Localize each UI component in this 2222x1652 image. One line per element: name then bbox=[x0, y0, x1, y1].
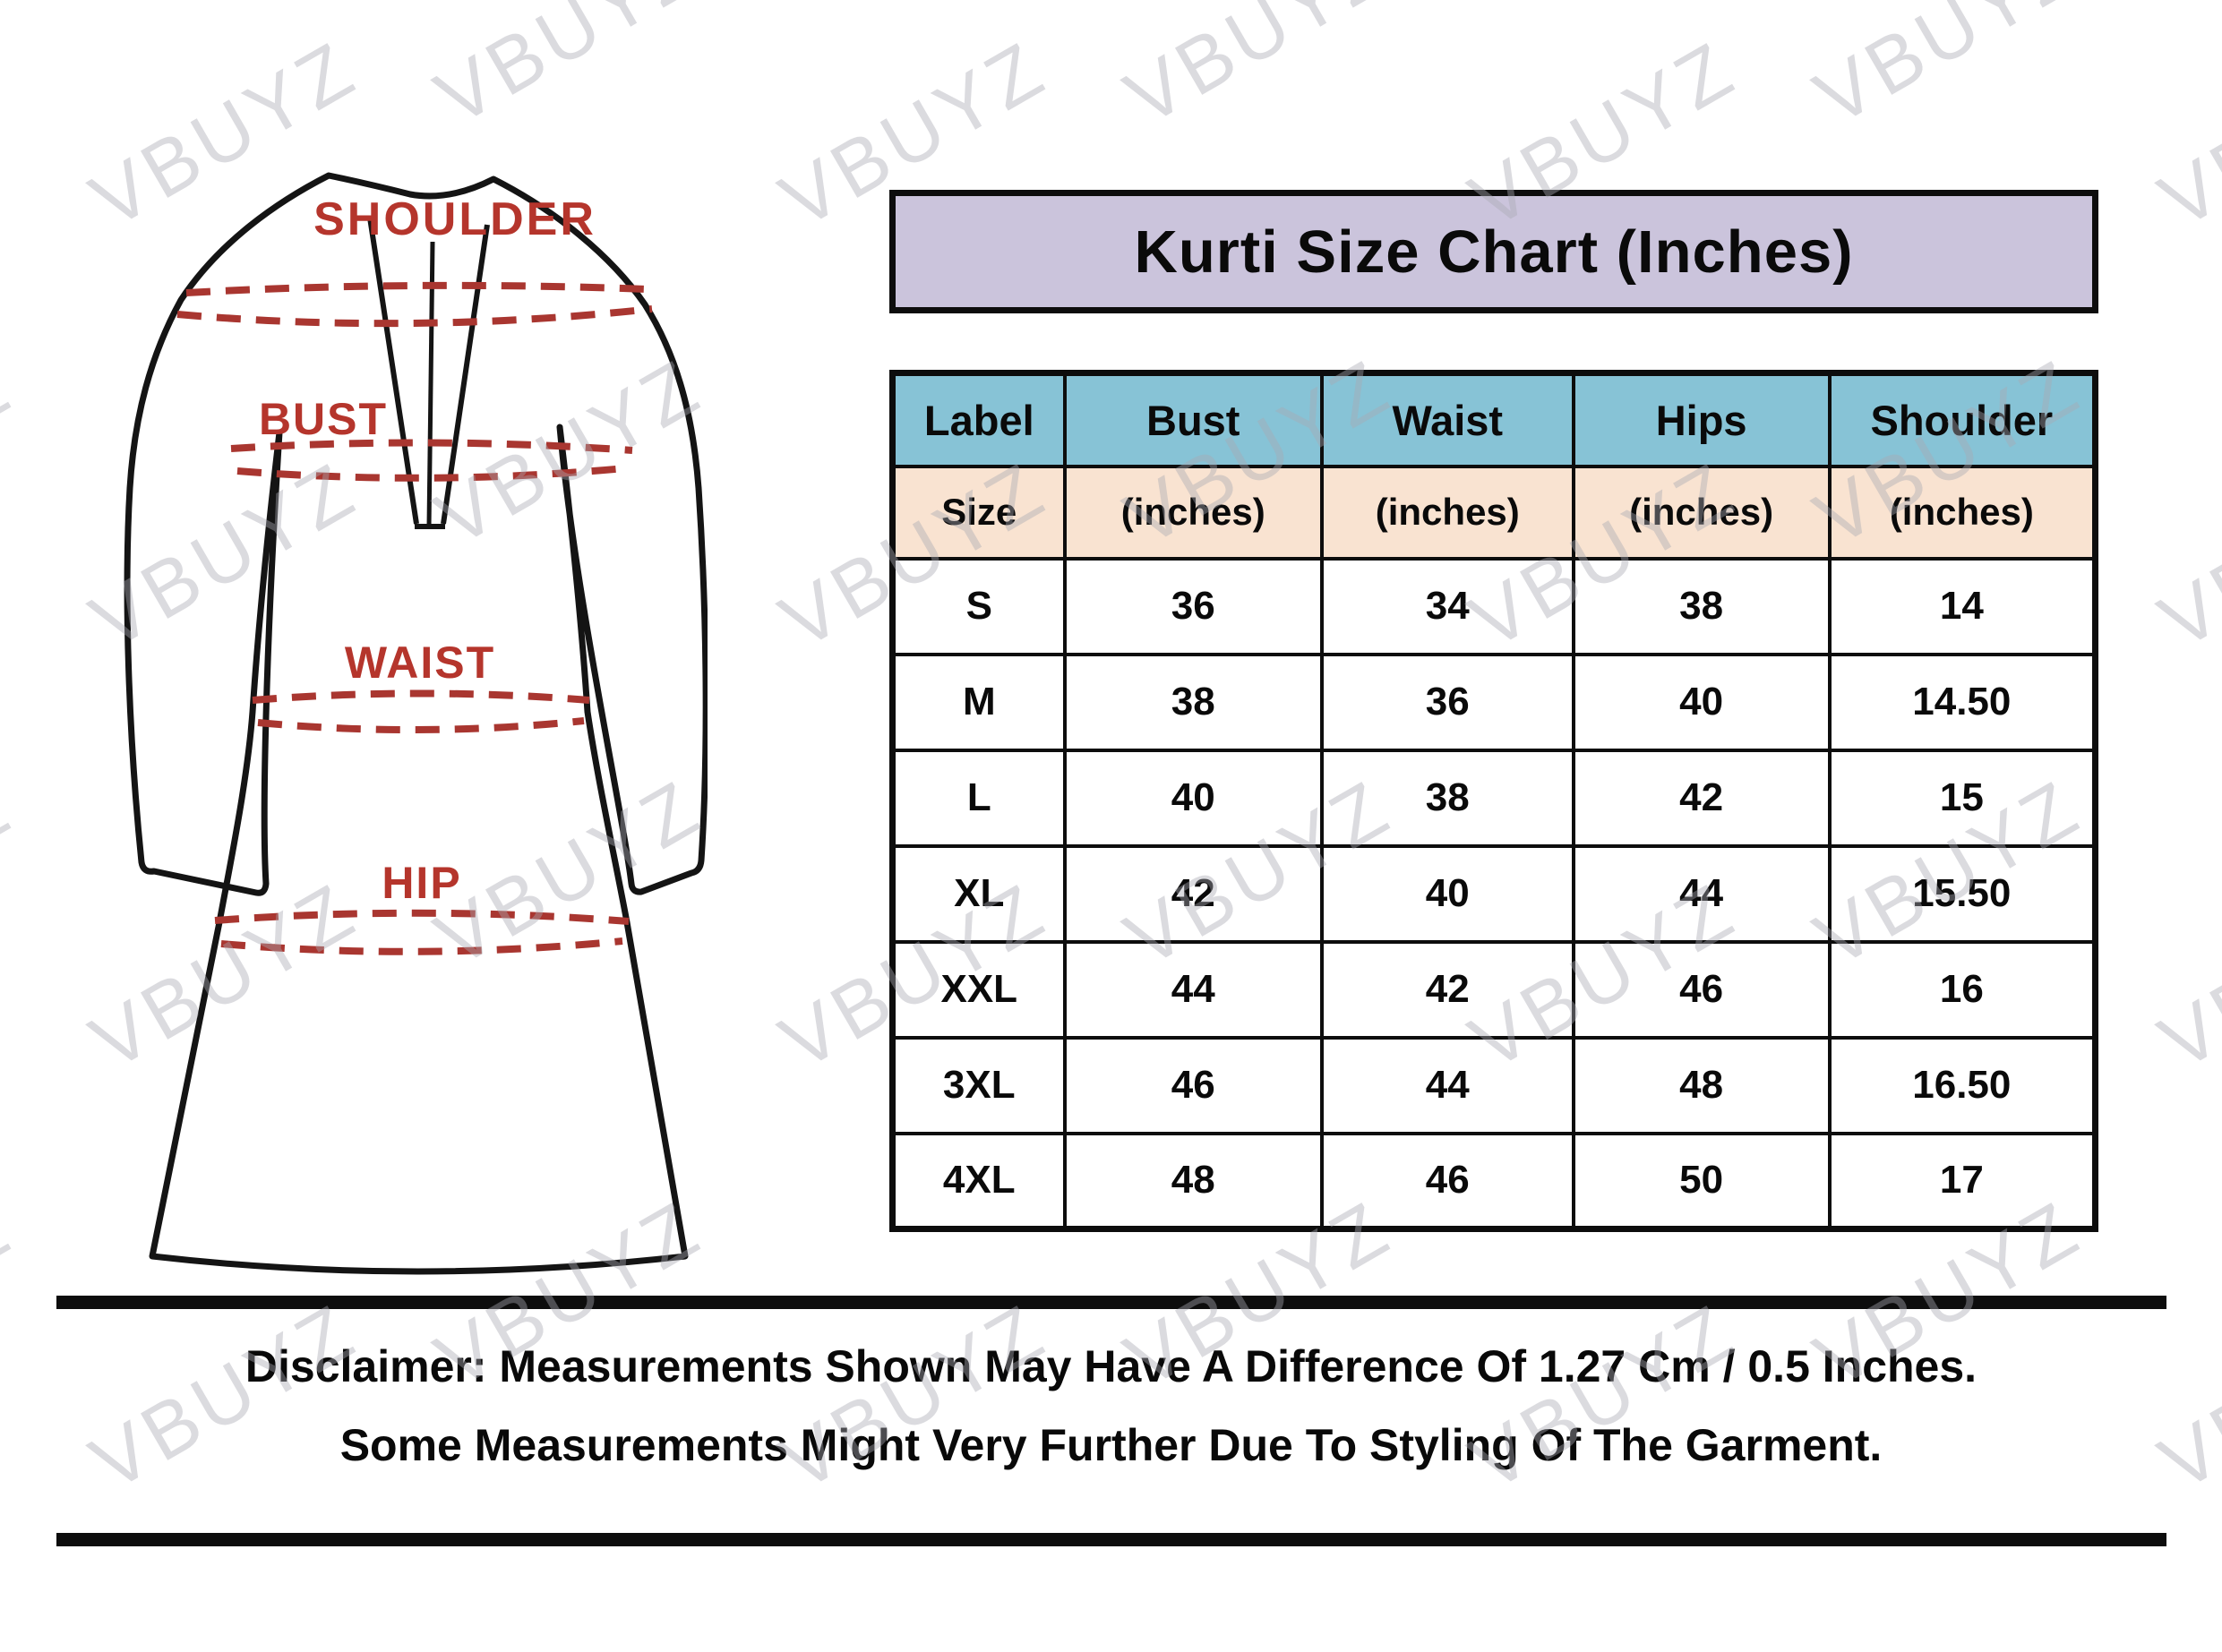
table-row: XXL 44 42 46 16 bbox=[890, 939, 2098, 1040]
shoulder-measure-line bbox=[185, 281, 648, 296]
measurement-cell: 38 bbox=[1319, 748, 1575, 848]
subheader-cell-size: Size bbox=[890, 464, 1067, 561]
measurement-cell: 16.50 bbox=[1827, 1035, 2098, 1135]
bust-measure-line bbox=[236, 465, 626, 482]
measurement-cell: 40 bbox=[1062, 748, 1324, 848]
size-label-cell: 3XL bbox=[890, 1035, 1067, 1135]
table-row: XL 42 40 44 15.50 bbox=[890, 843, 2098, 944]
watermark-text: VBUYZ bbox=[1799, 0, 2096, 142]
hip-measure-line bbox=[220, 937, 623, 955]
size-label-cell: XL bbox=[890, 843, 1067, 944]
watermark-text: VBUYZ bbox=[2144, 443, 2222, 666]
watermark-text: VBUYZ bbox=[1110, 0, 1406, 142]
table-row: L 40 38 42 15 bbox=[890, 748, 2098, 848]
measurement-cell: 42 bbox=[1571, 748, 1832, 848]
header-cell-waist: Waist bbox=[1319, 371, 1575, 468]
table-subheader-row: Size (inches) (inches) (inches) (inches) bbox=[890, 464, 2098, 561]
disclaimer-text: Disclaimer: Measurements Shown May Have … bbox=[0, 1327, 2222, 1485]
waist-measure-line bbox=[257, 717, 585, 734]
measurement-cell: 42 bbox=[1062, 843, 1324, 944]
size-label-cell: S bbox=[890, 556, 1067, 656]
watermark-text: VBUYZ bbox=[2144, 22, 2222, 245]
measurement-cell: 34 bbox=[1319, 556, 1575, 656]
neck-placket-left-line bbox=[367, 217, 419, 525]
subheader-cell-inches: (inches) bbox=[1062, 464, 1324, 561]
header-cell-hips: Hips bbox=[1571, 371, 1832, 468]
measurement-cell: 40 bbox=[1319, 843, 1575, 944]
neck-placket-right-line bbox=[441, 224, 490, 525]
size-table: Label Bust Waist Hips Shoulder Size (inc… bbox=[889, 370, 2098, 1232]
size-label-cell: L bbox=[890, 748, 1067, 848]
header-cell-label: Label bbox=[890, 371, 1067, 468]
size-table-body: Label Bust Waist Hips Shoulder Size (inc… bbox=[890, 371, 2098, 1231]
chart-title: Kurti Size Chart (Inches) bbox=[1134, 218, 1854, 286]
subheader-cell-inches: (inches) bbox=[1827, 464, 2098, 561]
bottom-divider-line bbox=[56, 1533, 2166, 1546]
measurement-cell: 44 bbox=[1319, 1035, 1575, 1135]
table-header-row: Label Bust Waist Hips Shoulder bbox=[890, 371, 2098, 468]
bust-measure-line bbox=[230, 439, 633, 454]
shoulder-label: SHOULDER bbox=[313, 193, 596, 245]
measurement-cell: 36 bbox=[1319, 652, 1575, 752]
measurement-cell: 15.50 bbox=[1827, 843, 2098, 944]
table-row: 3XL 46 44 48 16.50 bbox=[890, 1035, 2098, 1135]
measurement-cell: 14 bbox=[1827, 556, 2098, 656]
measurement-cell: 48 bbox=[1062, 1131, 1324, 1231]
measurement-cell: 46 bbox=[1062, 1035, 1324, 1135]
header-cell-bust: Bust bbox=[1062, 371, 1324, 468]
measurement-cell: 46 bbox=[1319, 1131, 1575, 1231]
top-divider-line bbox=[56, 1296, 2166, 1309]
chart-title-banner: Kurti Size Chart (Inches) bbox=[889, 190, 2098, 313]
watermark-text: VBUYZ bbox=[420, 0, 716, 142]
subheader-cell-inches: (inches) bbox=[1319, 464, 1575, 561]
measurement-cell: 48 bbox=[1571, 1035, 1832, 1135]
watermark-text: VBUYZ bbox=[2144, 864, 2222, 1087]
watermark-text: VBUYZ bbox=[0, 340, 27, 563]
table-row: M 38 36 40 14.50 bbox=[890, 652, 2098, 752]
hip-measure-line bbox=[214, 909, 630, 925]
hip-label: HIP bbox=[382, 858, 461, 908]
disclaimer-line-1: Disclaimer: Measurements Shown May Have … bbox=[245, 1341, 1977, 1391]
measurement-cell: 16 bbox=[1827, 939, 2098, 1040]
measurement-cell: 36 bbox=[1062, 556, 1324, 656]
watermark-text: VBUYZ bbox=[0, 0, 27, 142]
neck-slit-line bbox=[426, 241, 435, 527]
measurement-cell: 40 bbox=[1571, 652, 1832, 752]
watermark-text: VBUYZ bbox=[0, 761, 27, 984]
measurement-cell: 38 bbox=[1062, 652, 1324, 752]
disclaimer-line-2: Some Measurements Might Very Further Due… bbox=[339, 1420, 1883, 1470]
subheader-cell-inches: (inches) bbox=[1571, 464, 1832, 561]
measurement-cell: 15 bbox=[1827, 748, 2098, 848]
measurement-cell: 46 bbox=[1571, 939, 1832, 1040]
measurement-cell: 42 bbox=[1319, 939, 1575, 1040]
kurti-outline bbox=[124, 172, 708, 1275]
bust-label: BUST bbox=[259, 394, 388, 444]
measurement-cell: 17 bbox=[1827, 1131, 2098, 1231]
shoulder-measure-line bbox=[176, 305, 653, 328]
table-row: 4XL 48 46 50 17 bbox=[890, 1131, 2098, 1231]
measurement-cell: 44 bbox=[1062, 939, 1324, 1040]
kurti-diagram: SHOULDER BUST WAIST HIP bbox=[124, 172, 708, 1275]
header-cell-shoulder: Shoulder bbox=[1827, 371, 2098, 468]
size-label-cell: XXL bbox=[890, 939, 1067, 1040]
size-label-cell: 4XL bbox=[890, 1131, 1067, 1231]
size-label-cell: M bbox=[890, 652, 1067, 752]
measurement-cell: 50 bbox=[1571, 1131, 1832, 1231]
waist-measure-line bbox=[252, 689, 590, 704]
waist-label: WAIST bbox=[345, 638, 495, 688]
measurement-cell: 14.50 bbox=[1827, 652, 2098, 752]
measurement-cell: 38 bbox=[1571, 556, 1832, 656]
measurement-cell: 44 bbox=[1571, 843, 1832, 944]
table-row: S 36 34 38 14 bbox=[890, 556, 2098, 656]
